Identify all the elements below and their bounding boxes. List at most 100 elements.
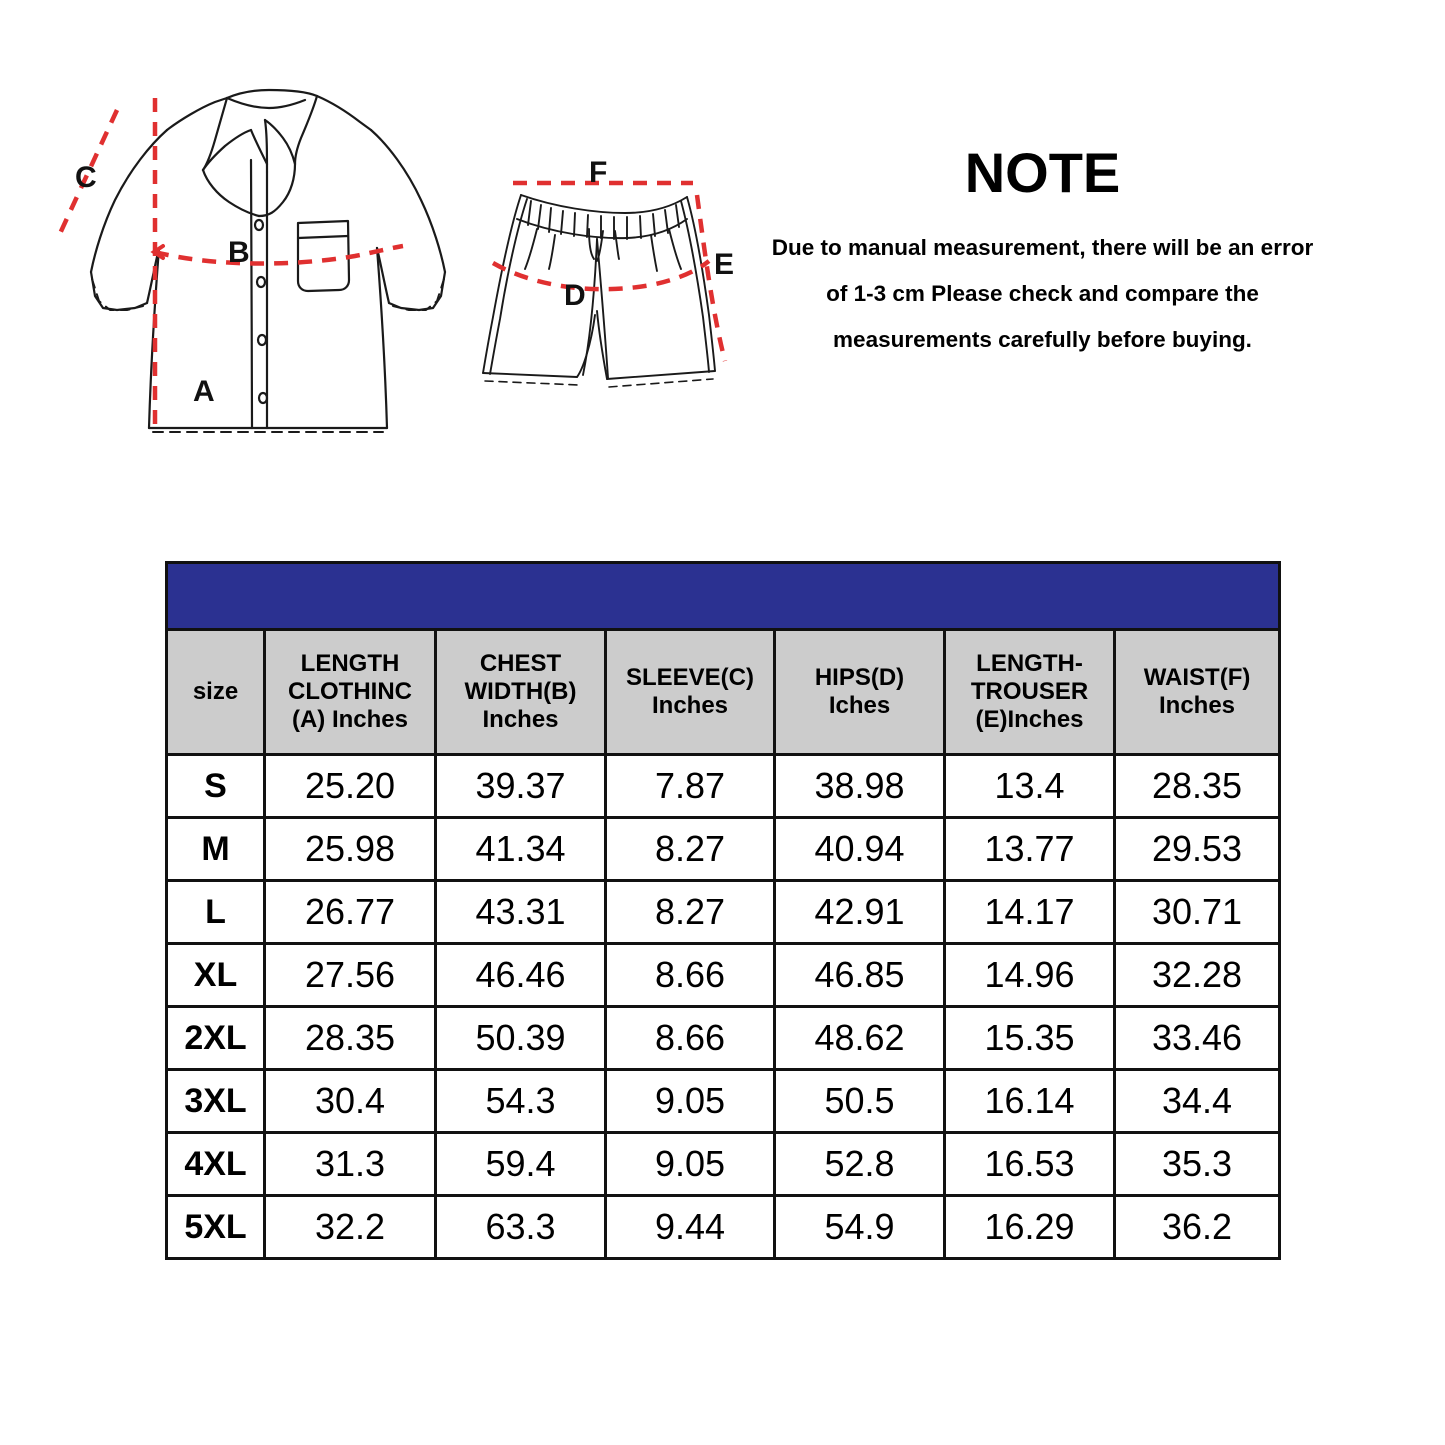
value-cell-hips-d: 38.98	[773, 753, 946, 819]
table-header-hips-d: HIPS(D) Iches	[773, 628, 946, 756]
value-cell-length-clothing-a: 30.4	[263, 1068, 437, 1134]
header-line: Inches	[1159, 692, 1236, 719]
value-cell-sleeve-c: 8.66	[604, 942, 776, 1008]
value-cell-length-trouser-e: 14.96	[943, 942, 1116, 1008]
table-title-bar	[164, 561, 1282, 631]
table-header-length-clothing-a: LENGTH CLOTHINC (A) Inches	[263, 628, 437, 756]
value-cell-hips-d: 50.5	[773, 1068, 946, 1134]
value-cell-length-clothing-a: 27.56	[263, 942, 437, 1008]
value-cell-length-clothing-a: 28.35	[263, 1005, 437, 1071]
header-line: CHEST	[479, 649, 562, 677]
header-line: WIDTH(B)	[464, 677, 577, 705]
table-header-row: size LENGTH CLOTHINC (A) Inches CHEST WIDTH(B…	[165, 628, 1282, 756]
value-cell-sleeve-c: 9.44	[604, 1194, 776, 1260]
value-cell-length-trouser-e: 16.29	[943, 1194, 1116, 1260]
value-cell-length-trouser-e: 14.17	[943, 879, 1116, 945]
value-cell-sleeve-c: 9.05	[604, 1068, 776, 1134]
value-cell-hips-d: 46.85	[773, 942, 946, 1008]
value-cell-length-trouser-e: 15.35	[943, 1005, 1116, 1071]
value-cell-sleeve-c: 8.27	[604, 879, 776, 945]
value-cell-sleeve-c: 8.66	[604, 1005, 776, 1071]
value-cell-waist-f: 29.53	[1112, 816, 1282, 882]
value-cell-waist-f: 33.46	[1112, 1005, 1282, 1071]
value-cell-waist-f: 30.71	[1112, 879, 1282, 945]
value-cell-length-clothing-a: 32.2	[263, 1194, 437, 1260]
value-cell-waist-f: 32.28	[1112, 942, 1282, 1008]
shorts-illustration	[482, 180, 728, 388]
value-cell-length-clothing-a: 31.3	[263, 1131, 437, 1197]
value-cell-chest-width-b: 39.37	[434, 753, 607, 819]
table-title-bar-row	[164, 561, 1282, 631]
value-cell-hips-d: 54.9	[773, 1194, 946, 1260]
value-cell-length-trouser-e: 13.4	[943, 753, 1116, 819]
header-line: LENGTH-	[976, 649, 1083, 677]
header-line: Iches	[828, 692, 891, 719]
value-cell-chest-width-b: 43.31	[434, 879, 607, 945]
size-label-cell: 3XL	[165, 1068, 266, 1134]
table-header-length-trouser-e: LENGTH- TROUSER (E)Inches	[943, 628, 1116, 756]
header-line: size	[192, 677, 239, 705]
value-cell-chest-width-b: 50.39	[434, 1005, 607, 1071]
table-header-chest-width-b: CHEST WIDTH(B) Inches	[434, 628, 607, 756]
note-body: Due to manual measurement, there will be…	[771, 235, 1314, 353]
header-line: CLOTHINC	[288, 677, 412, 705]
size-label-cell: 2XL	[165, 1005, 266, 1071]
value-cell-length-clothing-a: 25.98	[263, 816, 437, 882]
size-label-cell: 4XL	[165, 1131, 266, 1197]
note-title: NOTE	[964, 141, 1121, 204]
size-label-cell: L	[165, 879, 266, 945]
value-cell-waist-f: 36.2	[1112, 1194, 1282, 1260]
value-cell-length-trouser-e: 16.53	[943, 1131, 1116, 1197]
value-cell-waist-f: 28.35	[1112, 753, 1282, 819]
table-header-waist-f: WAIST(F) Inches	[1112, 628, 1282, 756]
table-row: 5XL 32.2 63.3 9.44 54.9 16.29 36.2	[165, 1194, 1282, 1260]
value-cell-chest-width-b: 59.4	[434, 1131, 607, 1197]
table-row: 2XL 28.35 50.39 8.66 48.62 15.35 33.46	[165, 1005, 1282, 1071]
value-cell-length-trouser-e: 13.77	[943, 816, 1116, 882]
value-cell-sleeve-c: 9.05	[604, 1131, 776, 1197]
shirt-label-a: A	[193, 375, 215, 408]
header-line: (E)Inches	[975, 706, 1084, 734]
value-cell-length-clothing-a: 26.77	[263, 879, 437, 945]
value-cell-sleeve-c: 8.27	[604, 816, 776, 882]
shorts-label-e: E	[714, 248, 735, 281]
shorts-label-f: F	[589, 156, 608, 189]
value-cell-hips-d: 48.62	[773, 1005, 946, 1071]
table-row: M 25.98 41.34 8.27 40.94 13.77 29.53	[165, 816, 1282, 882]
size-chart-table-wrapper: size LENGTH CLOTHINC (A) Inches CHEST WIDTH(B…	[164, 561, 1282, 1260]
garment-illustrations: C B A F E D NOTE Due to manual measureme…	[0, 0, 1445, 540]
table-row: S 25.20 39.37 7.87 38.98 13.4 28.35	[165, 753, 1282, 819]
shirt-label-b: B	[228, 236, 250, 269]
value-cell-length-trouser-e: 16.14	[943, 1068, 1116, 1134]
table-header-sleeve-c: SLEEVE(C) Inches	[604, 628, 776, 756]
value-cell-waist-f: 35.3	[1112, 1131, 1282, 1197]
shorts-label-d: D	[564, 279, 586, 312]
table-header-size: size	[165, 628, 266, 756]
value-cell-chest-width-b: 41.34	[434, 816, 607, 882]
table-row: XL 27.56 46.46 8.66 46.85 14.96 32.28	[165, 942, 1282, 1008]
table-body: S 25.20 39.37 7.87 38.98 13.4 28.35 M 25.98 41.34…	[165, 753, 1282, 1260]
header-line: TROUSER	[970, 677, 1089, 705]
value-cell-waist-f: 34.4	[1112, 1068, 1282, 1134]
header-line: (A) Inches	[291, 706, 408, 734]
shirt-illustration	[55, 88, 447, 433]
header-line: Inches	[482, 706, 559, 734]
table-row: 3XL 30.4 54.3 9.05 50.5 16.14 34.4	[165, 1068, 1282, 1134]
header-line: SLEEVE(C)	[625, 663, 754, 691]
header-line: LENGTH	[300, 649, 400, 677]
value-cell-chest-width-b: 63.3	[434, 1194, 607, 1260]
table-row: L 26.77 43.31 8.27 42.91 14.17 30.71	[165, 879, 1282, 945]
size-label-cell: 5XL	[165, 1194, 266, 1260]
value-cell-chest-width-b: 46.46	[434, 942, 607, 1008]
value-cell-chest-width-b: 54.3	[434, 1068, 607, 1134]
size-label-cell: M	[165, 816, 266, 882]
table-row: 4XL 31.3 59.4 9.05 52.8 16.53 35.3	[165, 1131, 1282, 1197]
value-cell-hips-d: 42.91	[773, 879, 946, 945]
header-line: Inches	[651, 692, 729, 719]
shirt-label-c: C	[75, 161, 97, 194]
value-cell-hips-d: 40.94	[773, 816, 946, 882]
size-label-cell: S	[165, 753, 266, 819]
value-cell-length-clothing-a: 25.20	[263, 753, 437, 819]
value-cell-hips-d: 52.8	[773, 1131, 946, 1197]
note-block: NOTE Due to manual measurement, there wi…	[770, 145, 1315, 363]
